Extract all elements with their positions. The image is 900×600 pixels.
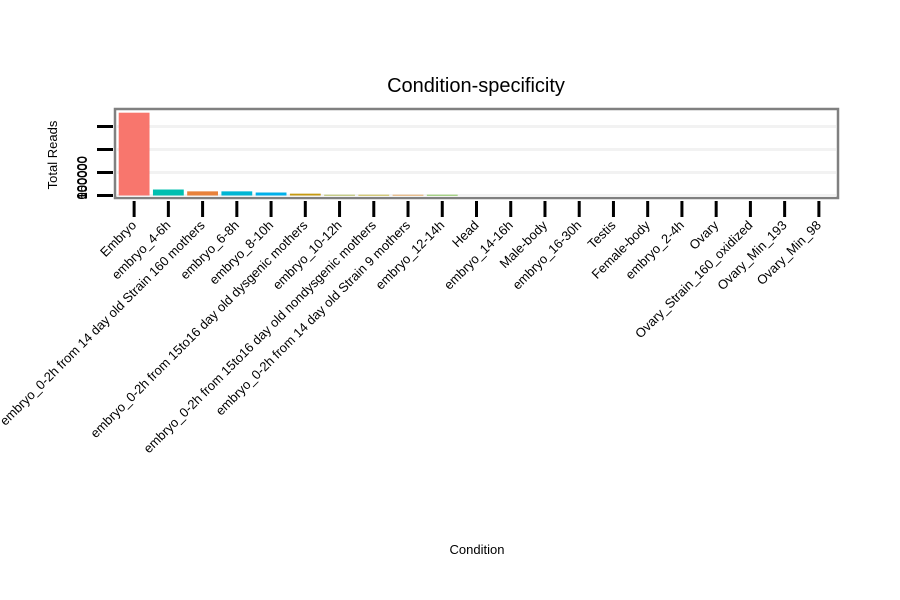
y-tick-label: 100000 — [74, 156, 89, 199]
chart-title: Condition-specificity — [387, 75, 565, 97]
x-axis-label: Condition — [450, 542, 505, 557]
bar — [221, 191, 253, 196]
y-tick-label: 50000 — [75, 163, 90, 199]
bar — [255, 192, 287, 196]
y-tick-label: 0 — [74, 192, 89, 199]
bar — [289, 193, 321, 196]
bar — [324, 194, 355, 196]
bar — [392, 194, 424, 196]
bar — [426, 194, 458, 196]
y-tick-label: 150000 — [75, 156, 90, 199]
bar — [152, 189, 184, 196]
bar — [358, 194, 390, 196]
bar — [187, 191, 219, 196]
bar — [118, 112, 150, 196]
y-axis-label: Total Reads — [45, 120, 60, 189]
plot-panel — [113, 107, 840, 200]
